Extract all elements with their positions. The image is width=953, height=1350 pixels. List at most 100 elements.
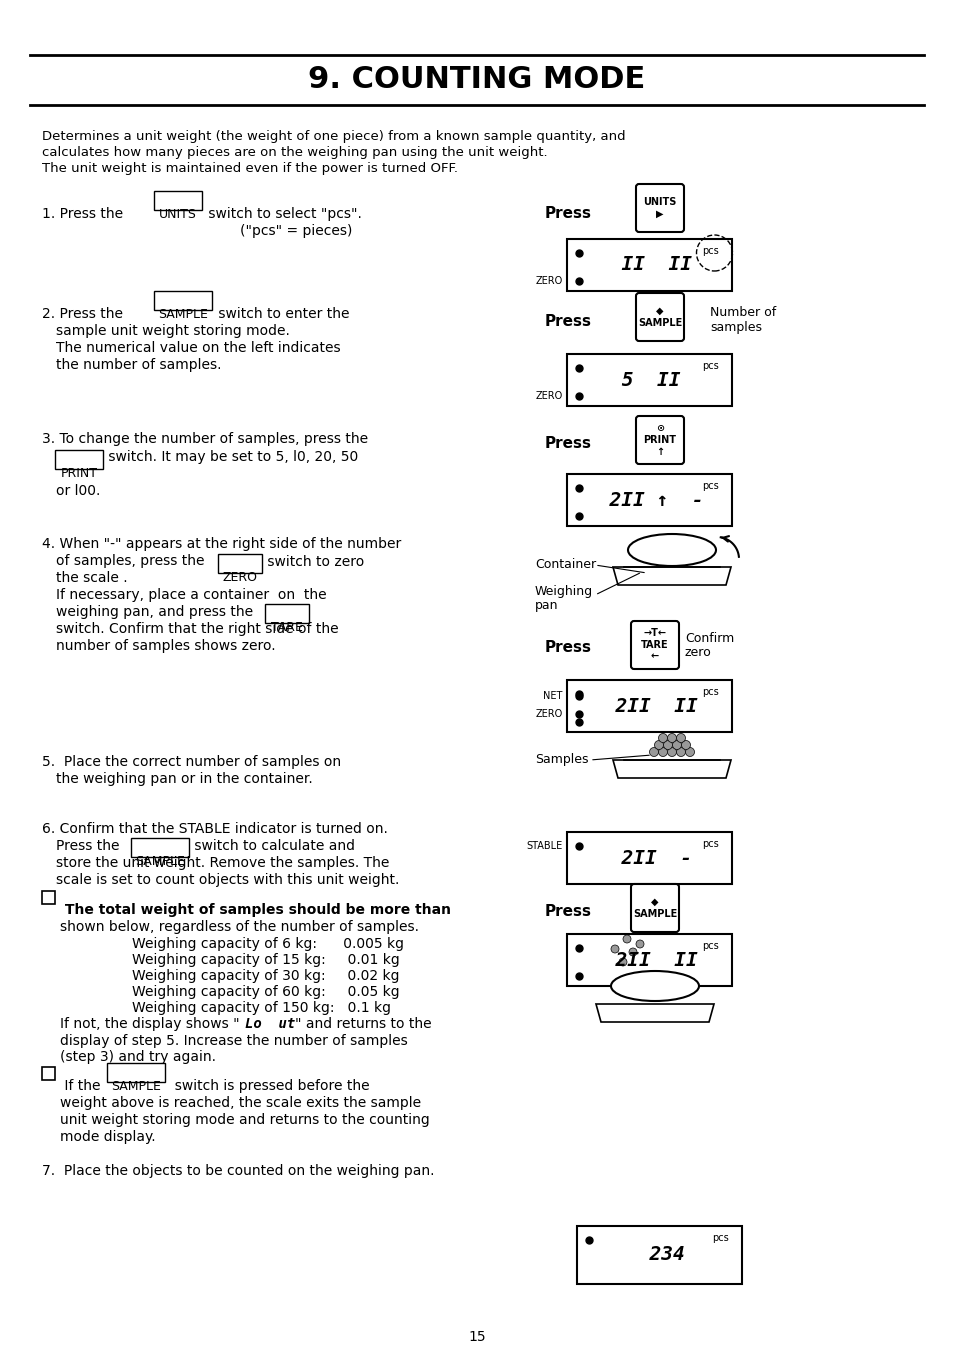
Text: 234: 234: [625, 1246, 683, 1265]
Text: The numerical value on the left indicates: The numerical value on the left indicate…: [56, 342, 340, 355]
Text: switch. Confirm that the right side of the: switch. Confirm that the right side of t…: [56, 622, 338, 636]
Text: pcs: pcs: [701, 941, 719, 950]
Text: Container: Container: [535, 559, 596, 571]
Text: number of samples shows zero.: number of samples shows zero.: [56, 639, 275, 653]
Text: display of step 5. Increase the number of samples: display of step 5. Increase the number o…: [60, 1034, 407, 1048]
Text: UNITS
▶: UNITS ▶: [642, 197, 676, 219]
Text: the weighing pan or in the container.: the weighing pan or in the container.: [56, 772, 313, 786]
Text: SAMPLE: SAMPLE: [111, 1080, 161, 1094]
Text: If necessary, place a container  on  the: If necessary, place a container on the: [56, 589, 326, 602]
Text: 2II  II: 2II II: [592, 950, 698, 969]
Ellipse shape: [627, 535, 716, 566]
Circle shape: [654, 741, 662, 749]
Text: store the unit weight. Remove the samples. The: store the unit weight. Remove the sample…: [56, 856, 389, 869]
FancyBboxPatch shape: [55, 450, 103, 468]
Text: samples: samples: [709, 320, 761, 333]
Text: Press: Press: [544, 904, 592, 919]
Circle shape: [667, 748, 676, 756]
Text: pcs: pcs: [711, 1233, 728, 1243]
Text: ◆
SAMPLE: ◆ SAMPLE: [638, 306, 681, 328]
Text: NET: NET: [542, 691, 562, 701]
Text: →T←
TARE
←: →T← TARE ←: [640, 628, 668, 662]
Text: STABLE: STABLE: [526, 841, 562, 850]
Text: the scale .: the scale .: [56, 571, 128, 585]
Text: switch to calculate and: switch to calculate and: [190, 838, 355, 853]
Text: Press: Press: [544, 436, 592, 451]
Text: Weighing capacity of 150 kg:   0.1 kg: Weighing capacity of 150 kg: 0.1 kg: [132, 1000, 391, 1015]
Text: II  II: II II: [598, 255, 691, 274]
Text: pcs: pcs: [701, 360, 719, 371]
Text: switch. It may be set to 5, l0, 20, 50: switch. It may be set to 5, l0, 20, 50: [104, 450, 358, 464]
Text: The total weight of samples should be more than: The total weight of samples should be mo…: [60, 903, 451, 917]
Text: The unit weight is maintained even if the power is turned OFF.: The unit weight is maintained even if th…: [42, 162, 457, 176]
FancyBboxPatch shape: [630, 884, 679, 931]
Text: calculates how many pieces are on the weighing pan using the unit weight.: calculates how many pieces are on the we…: [42, 146, 547, 159]
Text: UNITS: UNITS: [159, 208, 196, 221]
Text: pcs: pcs: [701, 481, 719, 491]
Text: 5.  Place the correct number of samples on: 5. Place the correct number of samples o…: [42, 755, 341, 770]
Text: SAMPLE: SAMPLE: [135, 855, 185, 868]
Text: 4. When "-" appears at the right side of the number: 4. When "-" appears at the right side of…: [42, 537, 401, 551]
Text: pcs: pcs: [701, 246, 719, 256]
FancyBboxPatch shape: [42, 891, 55, 904]
FancyBboxPatch shape: [218, 554, 262, 572]
Text: If not, the display shows ": If not, the display shows ": [60, 1017, 239, 1031]
Text: Press: Press: [544, 205, 592, 220]
Circle shape: [622, 936, 630, 944]
Text: ◆
SAMPLE: ◆ SAMPLE: [632, 898, 677, 919]
Text: Weighing: Weighing: [535, 586, 593, 598]
Circle shape: [680, 741, 690, 749]
FancyBboxPatch shape: [131, 838, 189, 857]
Circle shape: [667, 733, 676, 743]
Text: ZERO: ZERO: [535, 275, 562, 286]
FancyBboxPatch shape: [42, 1066, 55, 1080]
Text: 7.  Place the objects to be counted on the weighing pan.: 7. Place the objects to be counted on th…: [42, 1164, 434, 1179]
FancyBboxPatch shape: [567, 474, 732, 526]
Text: ZERO: ZERO: [535, 392, 562, 401]
Text: 15: 15: [468, 1330, 485, 1345]
Text: 2II ↑  -: 2II ↑ -: [586, 490, 703, 509]
Text: mode display.: mode display.: [60, 1130, 155, 1143]
Circle shape: [662, 741, 672, 749]
Circle shape: [676, 733, 685, 743]
Polygon shape: [596, 1004, 713, 1022]
Polygon shape: [613, 760, 730, 778]
Text: pcs: pcs: [701, 687, 719, 697]
Text: ⊙
PRINT
↑: ⊙ PRINT ↑: [643, 424, 676, 456]
Text: ("pcs" = pieces): ("pcs" = pieces): [240, 224, 352, 238]
Polygon shape: [613, 567, 730, 585]
Text: sample unit weight storing mode.: sample unit weight storing mode.: [56, 324, 290, 338]
Text: weight above is reached, the scale exits the sample: weight above is reached, the scale exits…: [60, 1096, 420, 1110]
Text: 1. Press the: 1. Press the: [42, 207, 123, 221]
Text: shown below, regardless of the number of samples.: shown below, regardless of the number of…: [60, 919, 418, 934]
Text: " and returns to the: " and returns to the: [294, 1017, 431, 1031]
Circle shape: [685, 748, 694, 756]
FancyBboxPatch shape: [636, 293, 683, 342]
FancyBboxPatch shape: [265, 603, 309, 622]
Text: TARE: TARE: [271, 621, 303, 634]
Text: 6. Confirm that the STABLE indicator is turned on.: 6. Confirm that the STABLE indicator is …: [42, 822, 388, 836]
FancyBboxPatch shape: [567, 934, 732, 986]
FancyBboxPatch shape: [567, 832, 732, 884]
Text: Weighing capacity of 30 kg:     0.02 kg: Weighing capacity of 30 kg: 0.02 kg: [132, 969, 399, 983]
Text: the number of samples.: the number of samples.: [56, 358, 221, 373]
Text: ZERO: ZERO: [222, 571, 257, 585]
FancyBboxPatch shape: [153, 190, 202, 211]
Text: 9. COUNTING MODE: 9. COUNTING MODE: [308, 66, 645, 95]
Text: pcs: pcs: [701, 838, 719, 849]
Circle shape: [610, 945, 618, 953]
Text: Weighing capacity of 6 kg:      0.005 kg: Weighing capacity of 6 kg: 0.005 kg: [132, 937, 403, 950]
Circle shape: [649, 748, 658, 756]
Text: SAMPLE: SAMPLE: [158, 308, 208, 321]
Text: Weighing capacity of 60 kg:     0.05 kg: Weighing capacity of 60 kg: 0.05 kg: [132, 986, 399, 999]
Text: weighing pan, and press the: weighing pan, and press the: [56, 605, 253, 620]
FancyBboxPatch shape: [636, 184, 683, 232]
Text: Weighing capacity of 15 kg:     0.01 kg: Weighing capacity of 15 kg: 0.01 kg: [132, 953, 399, 967]
Circle shape: [636, 940, 643, 948]
FancyBboxPatch shape: [567, 354, 732, 406]
Text: ZERO: ZERO: [535, 709, 562, 720]
Text: Confirm: Confirm: [684, 632, 734, 644]
Text: switch to select "pcs".: switch to select "pcs".: [204, 207, 361, 221]
Text: pan: pan: [535, 599, 558, 613]
Text: Samples: Samples: [535, 753, 588, 767]
